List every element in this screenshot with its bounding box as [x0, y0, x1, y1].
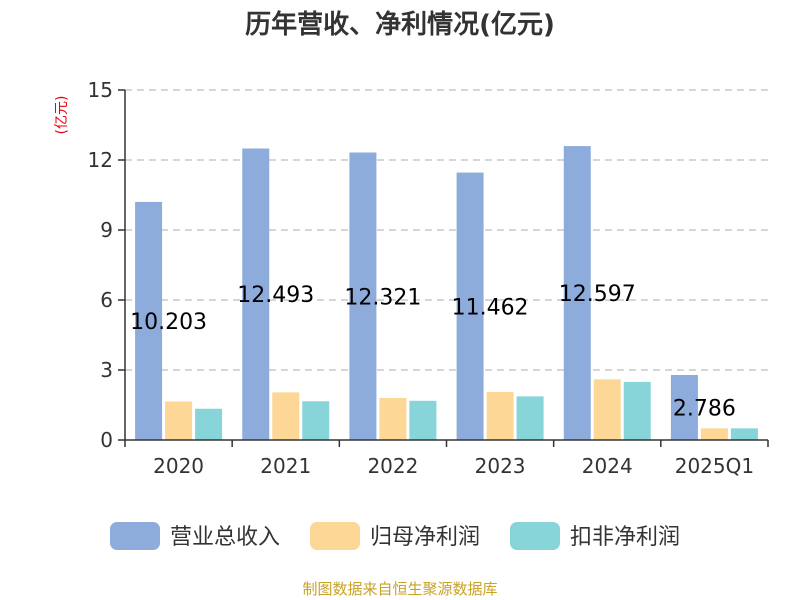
bar [670, 374, 698, 440]
bar [623, 381, 651, 440]
bar [456, 172, 484, 440]
bar [302, 401, 330, 440]
y-tick-label: 12 [88, 148, 113, 172]
legend-item[interactable]: 归母净利润 [310, 522, 480, 550]
legend[interactable]: 营业总收入 归母净利润 扣非净利润 [110, 522, 680, 550]
bars [135, 146, 758, 440]
x-tick-label: 2024 [582, 454, 633, 478]
bar [165, 401, 193, 440]
bar [242, 148, 270, 440]
data-source-note: 制图数据来自恒生聚源数据库 [302, 580, 497, 598]
data-label: 12.597 [559, 282, 636, 307]
bar [195, 408, 223, 440]
y-tick-label: 15 [88, 78, 113, 102]
data-label: 11.462 [452, 295, 529, 320]
legend-swatch [310, 522, 360, 550]
bar [700, 428, 728, 440]
y-tick-label: 3 [100, 358, 113, 382]
legend-label: 扣非净利润 [570, 525, 680, 550]
legend-item[interactable]: 营业总收入 [110, 522, 280, 550]
bar [730, 428, 758, 440]
x-tick-label: 2021 [260, 454, 311, 478]
bar [379, 398, 407, 440]
chart-title: 历年营收、净利情况(亿元) [245, 9, 555, 40]
y-tick-label: 6 [100, 288, 113, 312]
bar [486, 391, 514, 440]
bar [272, 392, 300, 440]
y-tick-label: 9 [100, 218, 113, 242]
legend-swatch [510, 522, 560, 550]
grid-lines [125, 89, 768, 371]
x-tick-label: 2023 [475, 454, 526, 478]
bar [135, 201, 163, 440]
bar [516, 396, 544, 440]
legend-label: 营业总收入 [170, 525, 280, 550]
bar [593, 379, 621, 440]
x-tick-label: 2022 [367, 454, 418, 478]
data-label: 12.493 [237, 283, 314, 308]
x-tick-label: 2025Q1 [675, 454, 754, 478]
bar [409, 400, 437, 440]
bar [563, 146, 591, 440]
legend-swatch [110, 522, 160, 550]
data-label: 10.203 [130, 310, 207, 335]
legend-item[interactable]: 扣非净利润 [510, 522, 680, 550]
data-label: 12.321 [344, 285, 421, 310]
data-label: 2.786 [673, 396, 736, 421]
legend-label: 归母净利润 [370, 525, 480, 550]
data-labels: 10.203 12.493 12.321 11.462 12.597 2.786 [130, 282, 736, 421]
y-axis-label: (亿元) [54, 96, 70, 135]
y-tick-label: 0 [100, 428, 113, 452]
bar [349, 152, 377, 440]
x-tick-label: 2020 [153, 454, 204, 478]
axes: 0 3 6 9 12 15 2020 2021 2022 2023 2024 2025Q1 [88, 78, 769, 478]
